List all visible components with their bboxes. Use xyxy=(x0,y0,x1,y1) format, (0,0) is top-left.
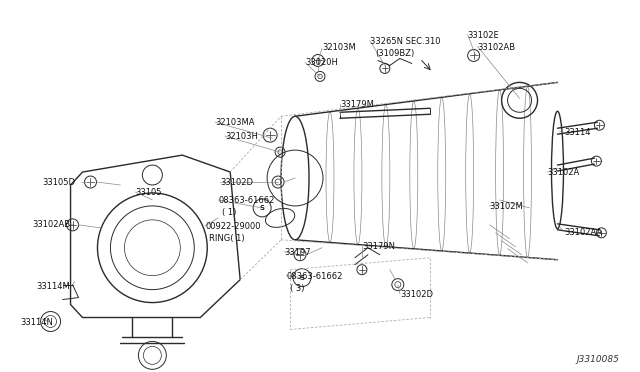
Text: 32103M: 32103M xyxy=(322,42,356,52)
Text: 33020H: 33020H xyxy=(305,58,338,67)
Text: 33102A: 33102A xyxy=(547,168,580,177)
Text: (3109BZ): (3109BZ) xyxy=(375,48,414,58)
Text: 33114N: 33114N xyxy=(20,318,54,327)
Text: ( 3): ( 3) xyxy=(290,283,305,293)
Text: 33102AA: 33102AA xyxy=(564,228,603,237)
Text: 33102D: 33102D xyxy=(400,290,433,299)
Text: 33102M: 33102M xyxy=(490,202,524,211)
Text: 33102D: 33102D xyxy=(220,178,253,187)
Text: 33102E: 33102E xyxy=(468,31,499,39)
Text: 33179N: 33179N xyxy=(362,242,395,251)
Text: 33114M: 33114M xyxy=(36,282,70,291)
Text: S: S xyxy=(300,275,305,280)
Text: ( 1): ( 1) xyxy=(222,208,237,217)
Text: 33114: 33114 xyxy=(564,128,591,137)
Text: 32103MA: 32103MA xyxy=(215,118,255,127)
Text: 08363-61662: 08363-61662 xyxy=(286,272,342,281)
Text: 33102AB: 33102AB xyxy=(33,220,71,229)
Text: 00922-29000: 00922-29000 xyxy=(205,222,260,231)
Text: 33102AB: 33102AB xyxy=(477,42,516,52)
Text: 33265N SEC.310: 33265N SEC.310 xyxy=(370,36,440,45)
Text: S: S xyxy=(260,205,264,211)
Text: 33105: 33105 xyxy=(136,188,162,197)
Text: 33197: 33197 xyxy=(284,248,310,257)
Text: 33105D: 33105D xyxy=(43,178,76,187)
Text: 32103H: 32103H xyxy=(225,132,258,141)
Text: J3310085: J3310085 xyxy=(577,355,620,364)
Text: RING( 1): RING( 1) xyxy=(209,234,245,243)
Text: 33179M: 33179M xyxy=(340,100,374,109)
Text: 08363-61662: 08363-61662 xyxy=(218,196,275,205)
